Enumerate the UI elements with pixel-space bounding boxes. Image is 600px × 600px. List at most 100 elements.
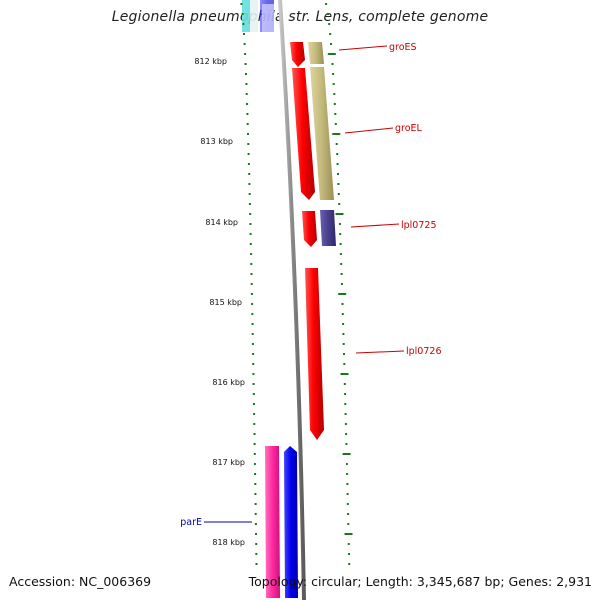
partial-gene-pale [250, 0, 258, 32]
minor-tick [334, 113, 337, 115]
minor-tick [241, 13, 244, 15]
major-tick [335, 213, 344, 215]
gene-block-lpl0725-red [302, 211, 317, 247]
minor-tick [348, 563, 351, 565]
minor-tick [342, 333, 345, 335]
minor-tick [240, 3, 243, 5]
minor-tick [253, 413, 256, 415]
minor-tick [330, 43, 332, 45]
minor-tick [251, 303, 254, 305]
minor-tick [252, 373, 255, 375]
kbp-label-817: 817 kbp [212, 458, 245, 467]
minor-tick [347, 523, 350, 525]
minor-tick [254, 513, 257, 515]
accession-text: Accession: NC_006369 [9, 574, 152, 589]
minor-tick [251, 323, 254, 325]
minor-tick [327, 13, 329, 15]
minor-tick [248, 173, 251, 175]
minor-tick [254, 503, 257, 505]
gene-label-parE: parE [180, 517, 202, 528]
map-title: Legionella pneumophila str. Lens, comple… [111, 9, 489, 25]
minor-tick [250, 263, 253, 265]
minor-tick [247, 153, 250, 155]
minor-tick [252, 353, 255, 355]
minor-tick [244, 53, 247, 55]
minor-tick [250, 253, 253, 255]
minor-tick [252, 363, 255, 365]
minor-tick [338, 203, 341, 205]
inner-tick-column [240, 3, 258, 565]
major-tick [338, 293, 347, 295]
minor-tick [250, 293, 253, 295]
minor-tick [332, 83, 335, 85]
minor-tick [343, 363, 346, 365]
gene-block-groEL-red [292, 68, 315, 200]
minor-tick [347, 543, 350, 545]
minor-tick [247, 133, 249, 135]
minor-tick [252, 393, 255, 395]
minor-tick [344, 413, 347, 415]
minor-tick [255, 553, 258, 555]
minor-tick [249, 233, 252, 235]
kbp-label-818: 818 kbp [212, 538, 245, 547]
minor-tick [248, 203, 251, 205]
minor-tick [250, 273, 253, 275]
minor-tick [245, 83, 248, 85]
minor-tick [247, 143, 250, 145]
gene-label-groEL: groEL [395, 123, 423, 134]
minor-tick [254, 483, 257, 485]
minor-tick [340, 283, 343, 285]
minor-tick [348, 553, 350, 555]
genome-backbone [278, 0, 306, 600]
minor-tick [253, 423, 256, 425]
major-tick [344, 533, 353, 535]
minor-tick [344, 423, 347, 425]
minor-tick [343, 383, 346, 385]
minor-tick [333, 93, 336, 95]
minor-tick [253, 433, 256, 435]
minor-tick [255, 533, 257, 535]
minor-tick [347, 513, 350, 515]
minor-tick [253, 463, 256, 465]
minor-tick [340, 263, 343, 265]
gene-label-groES: groES [389, 42, 417, 53]
kbp-label-814: 814 kbp [205, 218, 238, 227]
minor-tick [244, 63, 247, 65]
minor-tick [243, 43, 246, 45]
minor-tick [325, 3, 328, 5]
minor-tick [245, 93, 248, 95]
minor-tick [254, 493, 257, 495]
minor-tick [254, 473, 257, 475]
gene-label-lpl0726: lpl0726 [406, 346, 442, 357]
minor-tick [248, 183, 251, 185]
minor-tick [332, 73, 335, 75]
gene-label-lpl0725: lpl0725 [401, 220, 437, 231]
gene-block-lpl0726-red [305, 268, 324, 440]
kbp-label-815: 815 kbp [209, 298, 242, 307]
minor-tick [341, 313, 344, 315]
minor-tick [340, 273, 343, 275]
partial-gene-cyan [242, 0, 250, 32]
minor-tick [342, 343, 345, 345]
gene-block-lpl0725-navy [320, 210, 336, 246]
major-tick [340, 373, 349, 375]
minor-tick [331, 63, 334, 65]
minor-tick [253, 443, 256, 445]
minor-tick [329, 33, 332, 35]
minor-tick [342, 323, 345, 325]
minor-tick [345, 443, 348, 445]
minor-tick [338, 223, 341, 225]
gene-block-pink [265, 446, 280, 598]
minor-tick [346, 483, 349, 485]
minor-tick [251, 333, 254, 335]
leader-line-lpl0725 [350, 223, 400, 228]
gene-block-parE-blue [284, 446, 298, 598]
minor-tick [254, 523, 257, 525]
minor-tick [255, 543, 258, 545]
minor-tick [252, 403, 255, 405]
minor-tick [245, 73, 247, 75]
minor-tick [343, 353, 345, 355]
minor-tick [334, 123, 337, 125]
